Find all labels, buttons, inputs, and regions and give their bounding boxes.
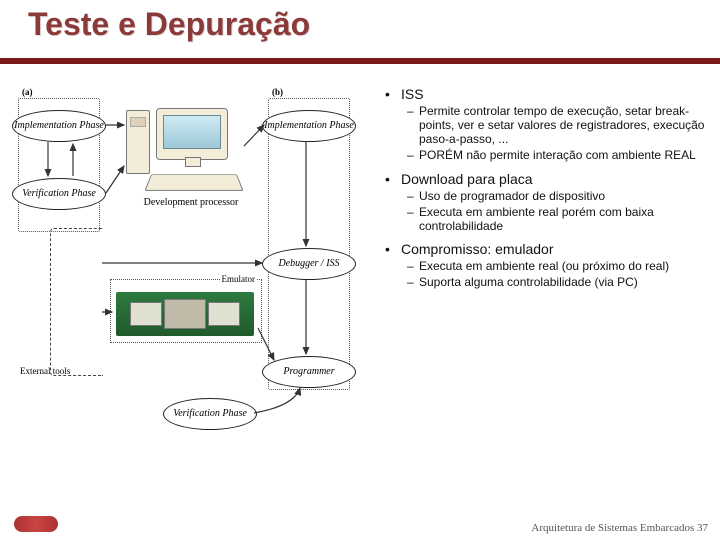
computer-tower-icon <box>126 110 150 174</box>
bullet-lvl1: ISS <box>385 86 705 102</box>
bullet-lvl1: Download para placa <box>385 171 705 187</box>
chip-icon <box>130 302 162 326</box>
column-b-label: (b) <box>270 87 285 97</box>
chip-icon <box>208 302 240 326</box>
chip-icon <box>164 299 206 329</box>
development-processor-label: Development processor <box>126 197 256 208</box>
external-tools-label: External tools <box>20 366 70 376</box>
oval-programmer: Programmer <box>262 356 356 388</box>
computer-illustration <box>126 108 244 194</box>
circuit-board-icon <box>116 292 254 336</box>
bullet-lvl2: Uso de programador de dispositivo <box>407 189 705 203</box>
computer-monitor-icon <box>156 108 228 160</box>
external-tools-bracket <box>50 228 103 376</box>
oval-implementation-phase-b: Implementation Phase <box>262 110 356 142</box>
bullet-lvl2: Permite controlar tempo de execução, set… <box>407 104 705 146</box>
oval-verification-phase-a: Verification Phase <box>12 178 106 210</box>
footer-text: Arquitetura de Sistemas Embarcados 37 <box>531 522 708 534</box>
oval-verification-phase-bottom: Verification Phase <box>163 398 257 430</box>
bullet-lvl2: Suporta alguma controlabilidade (via PC) <box>407 275 705 289</box>
bullet-lvl2: Executa em ambiente real porém com baixa… <box>407 205 705 233</box>
diagram-area: (a) (b) Implementation Phase Verificatio… <box>18 98 378 488</box>
oval-implementation-phase-a: Implementation Phase <box>12 110 106 142</box>
keyboard-icon <box>144 174 243 190</box>
oval-debugger-iss: Debugger / ISS <box>262 248 356 280</box>
title-rule <box>0 58 720 64</box>
column-a-label: (a) <box>20 87 35 97</box>
logo-badge <box>14 516 58 532</box>
bullet-lvl1: Compromisso: emulador <box>385 241 705 257</box>
bullet-lvl2: PORÉM não permite interação com ambiente… <box>407 148 705 162</box>
slide-title: Teste e Depuração <box>28 6 310 43</box>
bullet-lvl2: Executa em ambiente real (ou próximo do … <box>407 259 705 273</box>
bullet-content: ISS Permite controlar tempo de execução,… <box>385 86 705 291</box>
emulator-label: Emulator <box>220 274 258 284</box>
